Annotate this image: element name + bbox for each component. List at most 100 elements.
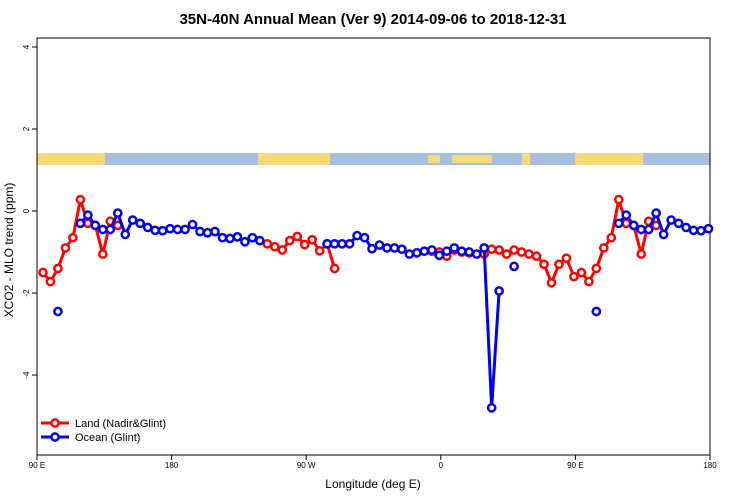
data-point xyxy=(195,226,205,237)
data-point xyxy=(53,306,63,317)
data-point xyxy=(613,218,624,229)
data-point xyxy=(419,246,430,257)
data-point xyxy=(397,244,407,255)
legend-label: Ocean (Glint) xyxy=(75,432,140,444)
data-point xyxy=(329,263,340,274)
data-point xyxy=(681,222,691,233)
data-point xyxy=(509,261,519,272)
data-point xyxy=(561,253,572,264)
legend-label: Land (Nadir&Glint) xyxy=(75,418,166,430)
data-point xyxy=(187,219,198,230)
data-point xyxy=(45,276,56,287)
data-point xyxy=(180,224,190,235)
data-point xyxy=(651,208,662,218)
data-point xyxy=(210,226,220,237)
y-axis-label: XCO2 - MLO trend (ppm) xyxy=(2,183,16,318)
data-point xyxy=(569,271,579,282)
data-point xyxy=(524,249,534,259)
data-point xyxy=(606,232,617,243)
data-point xyxy=(494,245,504,255)
data-point xyxy=(494,286,504,296)
data-point xyxy=(389,243,400,253)
data-point xyxy=(142,222,153,233)
data-point xyxy=(38,267,48,278)
data-point xyxy=(426,245,437,255)
data-point xyxy=(412,248,422,258)
data-point xyxy=(157,225,168,236)
data-point xyxy=(75,218,86,229)
x-tick-label: 90 E xyxy=(29,461,45,470)
data-point xyxy=(598,243,609,253)
data-point xyxy=(434,250,445,261)
data-point xyxy=(621,210,632,220)
data-point xyxy=(82,210,93,220)
plot-frame xyxy=(36,37,711,456)
data-point xyxy=(658,229,669,240)
data-point xyxy=(673,218,684,229)
data-point xyxy=(322,238,332,249)
data-point xyxy=(636,224,647,235)
x-tick-label: 90 E xyxy=(567,461,583,470)
data-point xyxy=(628,220,639,231)
x-axis-label: Longitude (deg E) xyxy=(325,477,420,491)
data-point xyxy=(404,249,415,259)
y-tick-label: 2 xyxy=(22,126,31,131)
y-tick-label: -2 xyxy=(22,289,31,297)
series-line xyxy=(79,209,709,408)
data-point xyxy=(277,245,288,255)
data-point xyxy=(90,220,101,231)
data-point xyxy=(75,194,86,205)
data-point xyxy=(591,306,602,317)
legend-marker xyxy=(50,418,60,428)
data-point xyxy=(247,232,258,243)
data-point xyxy=(135,218,146,229)
data-point xyxy=(307,234,318,245)
data-point xyxy=(374,240,385,250)
data-point xyxy=(367,243,377,254)
data-point xyxy=(329,238,340,249)
data-point xyxy=(643,224,654,235)
data-point xyxy=(172,224,183,235)
y-tick-label: -4 xyxy=(22,371,31,379)
data-point xyxy=(703,223,714,234)
data-point xyxy=(516,247,527,257)
data-point xyxy=(441,246,452,257)
data-point xyxy=(584,276,594,287)
data-point xyxy=(688,225,699,236)
x-tick-label: 180 xyxy=(703,461,717,470)
data-point xyxy=(591,263,602,274)
data-point xyxy=(97,224,108,235)
data-point xyxy=(105,224,116,235)
y-tick-label: 4 xyxy=(22,44,31,49)
data-point xyxy=(449,243,460,253)
data-point xyxy=(202,227,213,238)
data-point xyxy=(217,232,228,243)
data-point xyxy=(471,249,482,259)
data-point xyxy=(292,231,303,242)
chart-title: 35N-40N Annual Mean (Ver 9) 2014-09-06 t… xyxy=(179,11,566,28)
data-point xyxy=(531,251,542,261)
data-point xyxy=(225,233,235,244)
data-point xyxy=(554,259,564,270)
data-point xyxy=(60,243,71,253)
data-point xyxy=(486,402,497,413)
data-point xyxy=(613,194,624,205)
data-point xyxy=(501,249,512,259)
x-tick-label: 90 W xyxy=(297,461,316,470)
data-point xyxy=(150,225,160,236)
data-point xyxy=(262,238,273,249)
data-point xyxy=(359,232,370,243)
data-point xyxy=(284,235,295,246)
data-point xyxy=(382,243,392,253)
data-point xyxy=(576,267,587,278)
data-point xyxy=(53,263,63,274)
data-point xyxy=(68,232,78,243)
legend-marker xyxy=(50,432,60,442)
data-point xyxy=(127,215,138,225)
data-point xyxy=(165,223,175,234)
y-tick-label: 0 xyxy=(22,208,31,213)
data-point xyxy=(254,235,265,246)
data-point xyxy=(509,245,519,255)
data-point xyxy=(464,247,475,257)
